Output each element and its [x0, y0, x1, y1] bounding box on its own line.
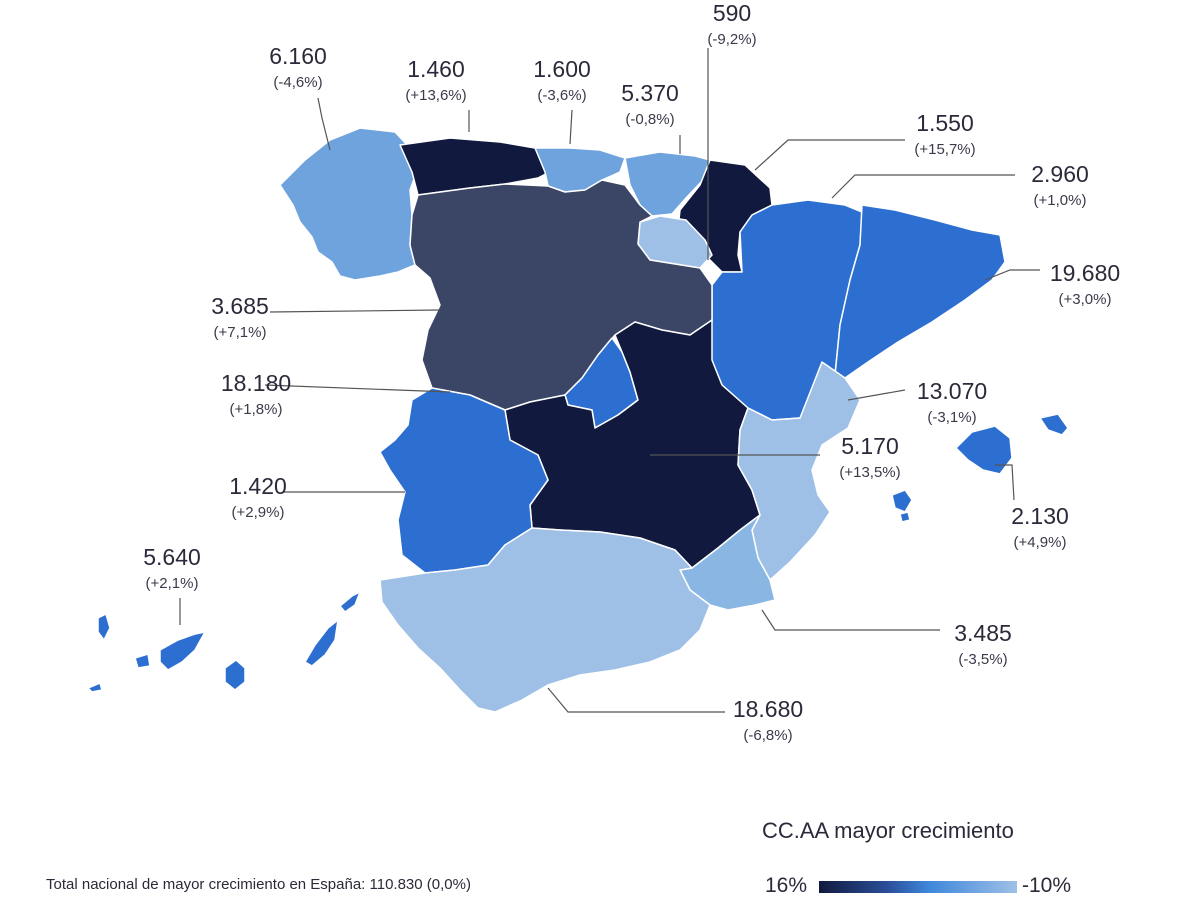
region-andalucia[interactable] — [379, 527, 711, 713]
value: 2.130 — [1011, 503, 1069, 529]
value: 1.600 — [533, 56, 591, 82]
label-comunidad-valenciana: 13.070 (-3,1%) — [916, 378, 988, 426]
change: (+2,9%) — [231, 504, 285, 521]
change: (+1,0%) — [1033, 192, 1087, 209]
value: 1.420 — [229, 473, 287, 499]
legend-title: CC.AA mayor crecimiento — [762, 818, 1014, 843]
value: 18.180 — [220, 370, 292, 396]
region-galicia[interactable] — [279, 127, 419, 281]
value: 5.370 — [621, 80, 679, 106]
region-canarias[interactable] — [87, 591, 361, 693]
legend-max-label: -10% — [1022, 874, 1072, 897]
label-la-rioja: 1.550 (+15,7%) — [914, 110, 976, 158]
label-madrid: 18.180 (+1,8%) — [220, 370, 292, 418]
value: 13.070 — [916, 378, 988, 404]
value: 6.160 — [269, 43, 327, 69]
value: 1.460 — [407, 56, 465, 82]
change: (+13,5%) — [839, 464, 901, 481]
change: (-9,2%) — [707, 31, 757, 48]
change: (-6,8%) — [743, 727, 793, 744]
label-castilla-la-mancha: 5.170 (+13,5%) — [839, 433, 901, 481]
value: 2.960 — [1031, 161, 1089, 187]
change: (-3,5%) — [958, 651, 1008, 668]
value: 3.485 — [954, 620, 1012, 646]
change: (-4,6%) — [273, 74, 323, 91]
value: 1.550 — [916, 110, 974, 136]
change: (-3,6%) — [537, 87, 587, 104]
value: 18.680 — [732, 696, 804, 722]
label-extremadura: 1.420 (+2,9%) — [229, 473, 287, 521]
label-cantabria: 1.600 (-3,6%) — [533, 56, 591, 104]
change: (+2,1%) — [145, 575, 199, 592]
label-pais-vasco: 5.370 (-0,8%) — [621, 80, 679, 128]
region-pais-vasco[interactable] — [624, 151, 711, 217]
region-baleares[interactable] — [891, 413, 1069, 523]
value: 590 — [712, 0, 752, 26]
label-asturias: 1.460 (+13,6%) — [405, 56, 467, 104]
label-andalucia: 18.680 (-6,8%) — [732, 696, 804, 744]
label-baleares: 2.130 (+4,9%) — [1011, 503, 1069, 551]
change: (+7,1%) — [213, 324, 267, 341]
label-castilla-y-leon: 3.685 (+7,1%) — [211, 293, 269, 341]
legend-color-scale — [819, 881, 1017, 893]
change: (+1,8%) — [229, 401, 283, 418]
label-galicia: 6.160 (-4,6%) — [269, 43, 327, 91]
change: (-0,8%) — [625, 111, 675, 128]
change: (+13,6%) — [405, 87, 467, 104]
label-cataluna: 19.680 (+3,0%) — [1049, 260, 1121, 308]
footer-note: Total nacional de mayor crecimiento en E… — [46, 876, 471, 893]
value: 5.640 — [143, 544, 201, 570]
value: 19.680 — [1049, 260, 1121, 286]
region-cataluna[interactable] — [834, 204, 1006, 379]
change: (+4,9%) — [1013, 534, 1067, 551]
legend-min-label: 16% — [765, 874, 808, 897]
leader-lines — [179, 48, 1040, 713]
change: (+3,0%) — [1058, 291, 1112, 308]
label-navarra: 590 (-9,2%) — [707, 0, 757, 48]
label-murcia: 3.485 (-3,5%) — [954, 620, 1012, 668]
label-canarias: 5.640 (+2,1%) — [143, 544, 201, 592]
value: 3.685 — [211, 293, 269, 319]
label-aragon: 2.960 (+1,0%) — [1031, 161, 1089, 209]
change: (-3,1%) — [927, 409, 977, 426]
change: (+15,7%) — [914, 141, 976, 158]
value: 5.170 — [841, 433, 899, 459]
